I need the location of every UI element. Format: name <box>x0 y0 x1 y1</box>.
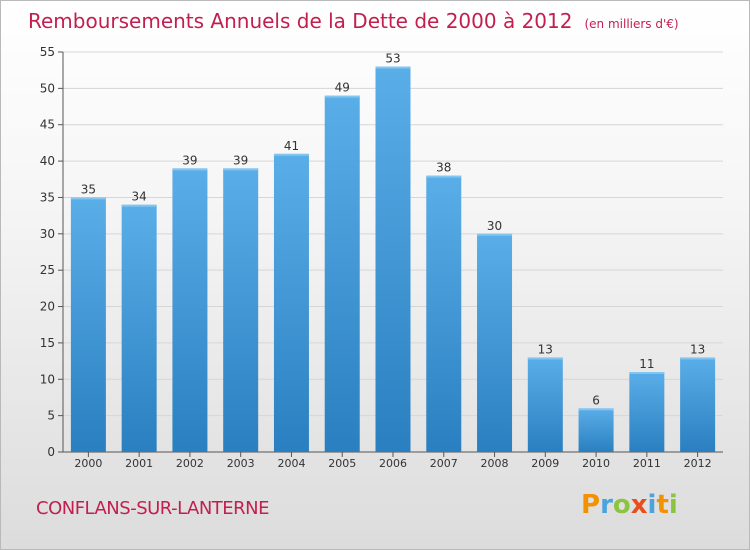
bar-top-highlight <box>70 197 106 200</box>
bar-value-label: 13 <box>538 342 553 356</box>
x-tick-label: 2008 <box>481 457 509 470</box>
x-tick-label: 2012 <box>684 457 712 470</box>
logo-letter: r <box>600 490 613 520</box>
bar-value-label: 13 <box>690 342 705 356</box>
x-tick-label: 2003 <box>227 457 255 470</box>
x-tick-label: 2009 <box>531 457 559 470</box>
bar-value-label: 39 <box>182 153 197 167</box>
y-tick-label: 15 <box>40 336 55 350</box>
y-tick-label: 40 <box>40 154 55 168</box>
y-tick-label: 0 <box>47 445 55 459</box>
bar-top-highlight <box>121 204 157 207</box>
y-tick-label: 45 <box>40 118 55 132</box>
bar-top-highlight <box>578 408 614 411</box>
bar-value-label: 39 <box>233 153 248 167</box>
x-tick-label: 2002 <box>176 457 204 470</box>
bar-top-highlight <box>375 66 411 69</box>
bar <box>121 204 157 452</box>
bar-top-highlight <box>527 357 563 360</box>
y-tick-label: 35 <box>40 190 55 204</box>
y-tick-label: 20 <box>40 300 55 314</box>
x-tick-label: 2006 <box>379 457 407 470</box>
bar-value-label: 35 <box>81 182 96 196</box>
logo-letter: o <box>612 490 631 520</box>
bar <box>375 66 411 452</box>
bar <box>527 357 563 452</box>
bar-value-label: 6 <box>592 393 600 407</box>
bar <box>324 95 360 453</box>
bar-top-highlight <box>477 233 513 236</box>
x-tick-label: 2010 <box>582 457 610 470</box>
bar-top-highlight <box>223 168 259 171</box>
bar-top-highlight <box>172 168 208 171</box>
chart-title-text: Remboursements Annuels de la Dette de 20… <box>28 9 573 33</box>
bar-top-highlight <box>680 357 716 360</box>
bar <box>477 233 513 452</box>
bar <box>680 357 716 452</box>
x-tick-label: 2007 <box>430 457 458 470</box>
bar <box>70 197 106 452</box>
bar-value-label: 30 <box>487 219 502 233</box>
commune-name: CONFLANS-SUR-LANTERNE <box>36 498 270 519</box>
bar <box>578 408 614 452</box>
y-tick-label: 50 <box>40 81 55 95</box>
bar <box>223 168 259 452</box>
proxiti-logo: Proxiti <box>581 490 678 520</box>
bar-value-label: 41 <box>284 139 299 153</box>
bar-value-label: 53 <box>385 52 400 66</box>
logo-letter: i <box>647 490 657 520</box>
bar <box>426 175 462 453</box>
bar-value-label: 49 <box>335 81 350 95</box>
x-tick-label: 2004 <box>277 457 305 470</box>
x-tick-label: 2011 <box>633 457 661 470</box>
y-tick-label: 5 <box>47 409 55 423</box>
bar-top-highlight <box>629 372 665 374</box>
logo-letter: i <box>668 490 678 520</box>
logo-letter: P <box>581 490 601 520</box>
logo-letter: t <box>656 490 669 520</box>
y-tick-label: 55 <box>40 45 55 59</box>
x-tick-label: 2000 <box>74 457 102 470</box>
bar <box>629 372 665 452</box>
y-tick-label: 30 <box>40 227 55 241</box>
chart-title: Remboursements Annuels de la Dette de 20… <box>28 9 679 33</box>
bar-value-label: 11 <box>639 357 654 371</box>
chart-subtitle: (en milliers d'€) <box>584 17 679 31</box>
y-tick-label: 25 <box>40 263 55 277</box>
bar-value-label: 34 <box>132 190 147 204</box>
bar <box>172 168 208 452</box>
x-tick-label: 2001 <box>125 457 153 470</box>
x-tick-label: 2005 <box>328 457 356 470</box>
y-tick-label: 10 <box>40 372 55 386</box>
bar-value-label: 38 <box>436 161 451 175</box>
bar <box>273 153 309 452</box>
bar-top-highlight <box>426 175 462 178</box>
bar-top-highlight <box>324 95 360 98</box>
bar-top-highlight <box>273 153 309 156</box>
logo-letter: x <box>630 490 648 520</box>
